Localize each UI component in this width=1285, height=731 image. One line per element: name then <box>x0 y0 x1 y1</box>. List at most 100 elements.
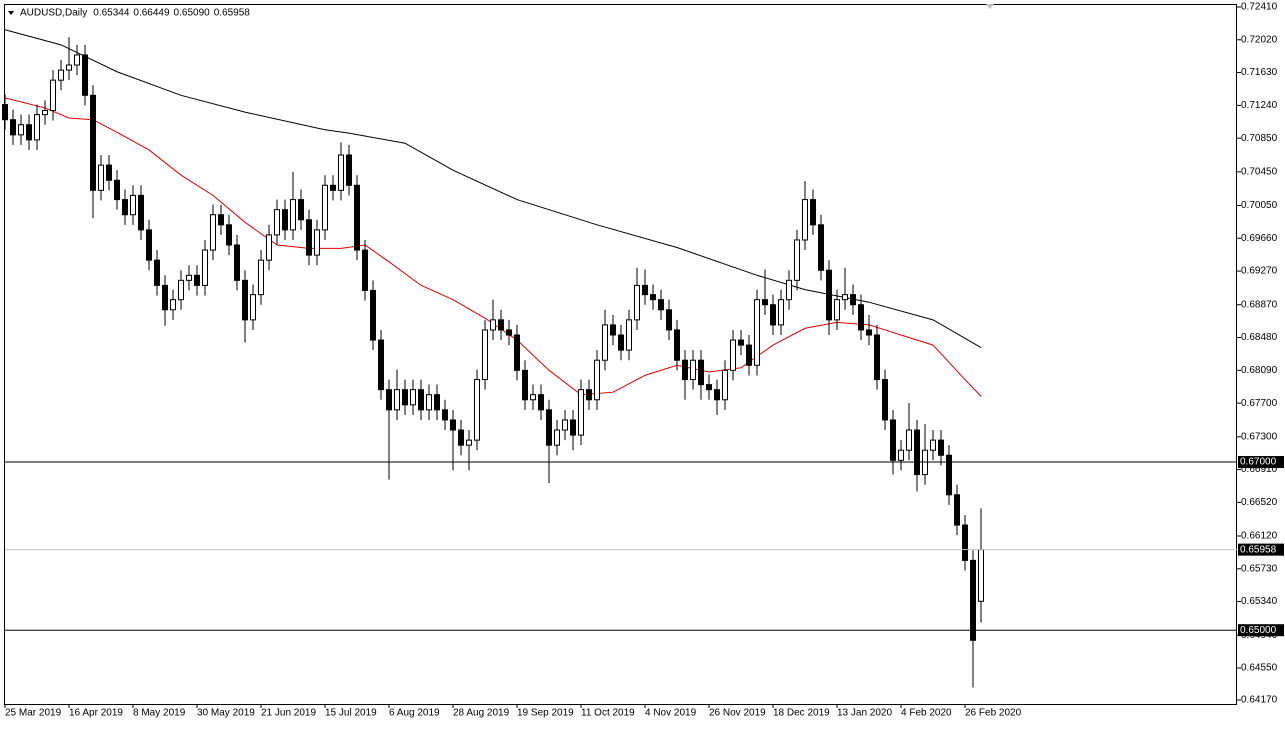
candle-body <box>506 329 512 336</box>
candle-body <box>306 219 312 256</box>
y-tick-label: 0.67700 <box>1241 398 1278 409</box>
candle-body <box>602 324 608 361</box>
candle-body <box>170 299 176 311</box>
candle-body <box>666 309 672 331</box>
price-box <box>1238 543 1284 556</box>
candle-body <box>394 389 400 411</box>
candle-body <box>330 184 336 191</box>
candle-body <box>522 369 528 401</box>
candle-body <box>418 389 424 411</box>
x-tick-label: 11 Oct 2019 <box>581 708 635 719</box>
candle-body <box>66 64 72 71</box>
candle-body <box>50 79 56 111</box>
y-tick-label: 0.69270 <box>1241 266 1278 277</box>
header-value: 0.65958 <box>214 8 251 19</box>
candle-body <box>530 394 536 401</box>
x-tick-label: 18 Dec 2019 <box>773 708 830 719</box>
candle-body <box>866 329 872 336</box>
x-tick-label: 30 May 2019 <box>197 708 255 719</box>
candle-body <box>682 359 688 381</box>
candle-body <box>722 369 728 401</box>
header-value: 0.65344 <box>93 8 130 19</box>
y-tick-label: 0.66120 <box>1241 531 1278 542</box>
x-tick-label: 4 Nov 2019 <box>645 708 697 719</box>
candle-body <box>410 389 416 406</box>
candle-body <box>962 524 968 561</box>
candle-body <box>18 124 24 136</box>
candle-body <box>362 249 368 291</box>
x-tick-label: 16 Apr 2019 <box>69 708 123 719</box>
x-tick-label: 13 Jan 2020 <box>837 708 892 719</box>
menu-arrow[interactable] <box>8 11 14 15</box>
level-label: 0.67000 <box>1240 457 1277 468</box>
candle-body <box>618 334 624 351</box>
candle-body <box>730 339 736 371</box>
candle-body <box>826 269 832 321</box>
candle-body <box>42 109 48 116</box>
x-tick-label: 26 Feb 2020 <box>965 708 1022 719</box>
candle-body <box>778 299 784 326</box>
candle-body <box>834 299 840 321</box>
candle-body <box>10 119 16 136</box>
candle-body <box>906 429 912 451</box>
candle-body <box>946 454 952 496</box>
candle-body <box>850 294 856 306</box>
candle-body <box>562 419 568 431</box>
candle-body <box>594 359 600 401</box>
candle-body <box>282 209 288 231</box>
symbol-label: AUDUSD,Daily <box>20 8 87 19</box>
candle-body <box>426 394 432 411</box>
y-tick-label: 0.68870 <box>1241 299 1278 310</box>
candle-body <box>26 124 32 141</box>
candle-body <box>498 319 504 331</box>
candle-body <box>578 389 584 436</box>
candle-body <box>290 199 296 231</box>
candle-body <box>226 224 232 246</box>
candle-body <box>794 239 800 281</box>
y-tick-label: 0.68480 <box>1241 332 1278 343</box>
y-tick-label: 0.70850 <box>1241 133 1278 144</box>
candle-body <box>162 284 168 311</box>
y-tick-label: 0.65730 <box>1241 563 1278 574</box>
candle-body <box>106 164 112 181</box>
candle-body <box>322 184 328 231</box>
x-tick-label: 21 Jun 2019 <box>261 708 316 719</box>
header: AUDUSD,Daily 0.65344 0.66449 0.65090 0.6595… <box>8 8 250 19</box>
candle-body <box>138 194 144 231</box>
candle-body <box>970 559 976 641</box>
candle-body <box>434 394 440 411</box>
candle-body <box>298 199 304 221</box>
candle-body <box>122 199 128 216</box>
candle-body <box>314 229 320 256</box>
candle-body <box>890 419 896 461</box>
candle-body <box>466 439 472 446</box>
y-tick-label: 0.68090 <box>1241 365 1278 376</box>
candle-body <box>586 389 592 401</box>
candle-body <box>738 339 744 346</box>
candle-body <box>930 439 936 451</box>
y-tick-label: 0.72020 <box>1241 34 1278 45</box>
candle-body <box>210 214 216 251</box>
candle-body <box>514 334 520 371</box>
candle-body <box>898 449 904 461</box>
candle-body <box>938 439 944 456</box>
candle-body <box>706 384 712 391</box>
header-value: 0.65090 <box>174 8 211 19</box>
candle-body <box>626 319 632 351</box>
candle-body <box>402 389 408 406</box>
candle-body <box>882 379 888 421</box>
candle-body <box>754 299 760 366</box>
candle-body <box>650 294 656 301</box>
candle-body <box>442 409 448 421</box>
y-tick-label: 0.66910 <box>1241 464 1278 475</box>
candle-body <box>858 304 864 331</box>
candle-body <box>690 359 696 381</box>
candle-body <box>658 299 664 311</box>
x-tick-label: 26 Nov 2019 <box>709 708 766 719</box>
candle-body <box>874 334 880 381</box>
marks <box>2 29 1237 688</box>
candle-body <box>802 199 808 241</box>
candle-body <box>130 194 136 216</box>
header-value: 0.66449 <box>133 8 170 19</box>
